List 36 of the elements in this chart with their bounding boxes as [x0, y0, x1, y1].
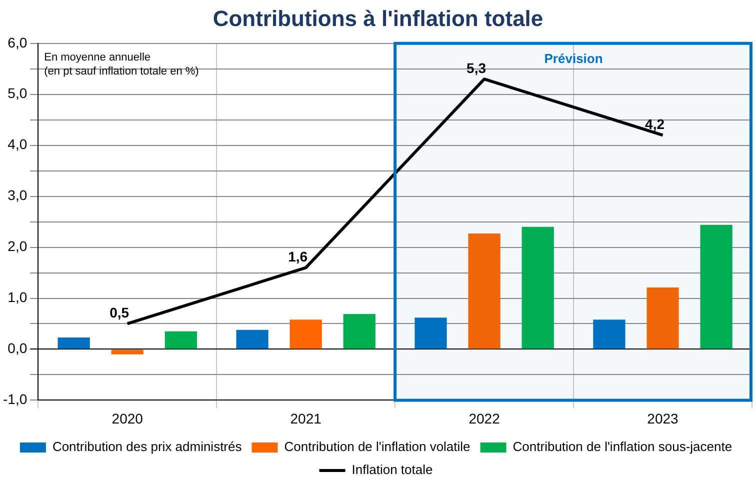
- bar: [414, 318, 447, 349]
- x-tick-label: 2020: [112, 410, 144, 426]
- y-tick-label: 6,0: [8, 34, 28, 50]
- y-tick-label: 0,0: [8, 340, 28, 356]
- bar: [700, 224, 732, 349]
- data-label: 1,6: [288, 248, 308, 265]
- data-label: 4,2: [645, 116, 665, 132]
- legend-label: Contribution de l'inflation sous-jacente: [512, 439, 732, 454]
- legend-label: Inflation totale: [352, 462, 433, 478]
- bar: [164, 331, 197, 349]
- bar: [236, 330, 268, 349]
- chart-title: Contributions à l'inflation totale: [212, 6, 544, 32]
- annotation: (en pt sauf inflation totale en %): [44, 65, 199, 78]
- bar: [58, 338, 90, 349]
- bar: [290, 320, 322, 349]
- y-tick-label: 4,0: [8, 136, 28, 152]
- band-label: Prévision: [544, 50, 603, 66]
- y-tick-label: 5,0: [8, 85, 28, 102]
- legend-label: Contribution des prix administrés: [52, 439, 242, 454]
- y-tick-label: 2,0: [8, 238, 28, 254]
- x-tick-label: 2022: [468, 410, 500, 426]
- bar: [593, 320, 626, 349]
- bar: [468, 234, 500, 349]
- x-tick-label: 2021: [290, 410, 322, 426]
- data-label: 5,3: [466, 60, 486, 76]
- data-label: 0,5: [110, 304, 130, 321]
- bar: [343, 314, 376, 349]
- y-tick-label: 1,0: [8, 289, 28, 306]
- bar: [111, 350, 144, 354]
- annotation: En moyenne annuelle: [44, 51, 151, 64]
- legend-label: Contribution de l'inflation volatile: [284, 439, 470, 454]
- bar: [522, 226, 554, 349]
- y-tick-label: -1,0: [3, 391, 28, 408]
- y-tick-label: 3,0: [8, 187, 28, 204]
- x-tick-label: 2023: [647, 410, 679, 426]
- bar: [646, 288, 679, 349]
